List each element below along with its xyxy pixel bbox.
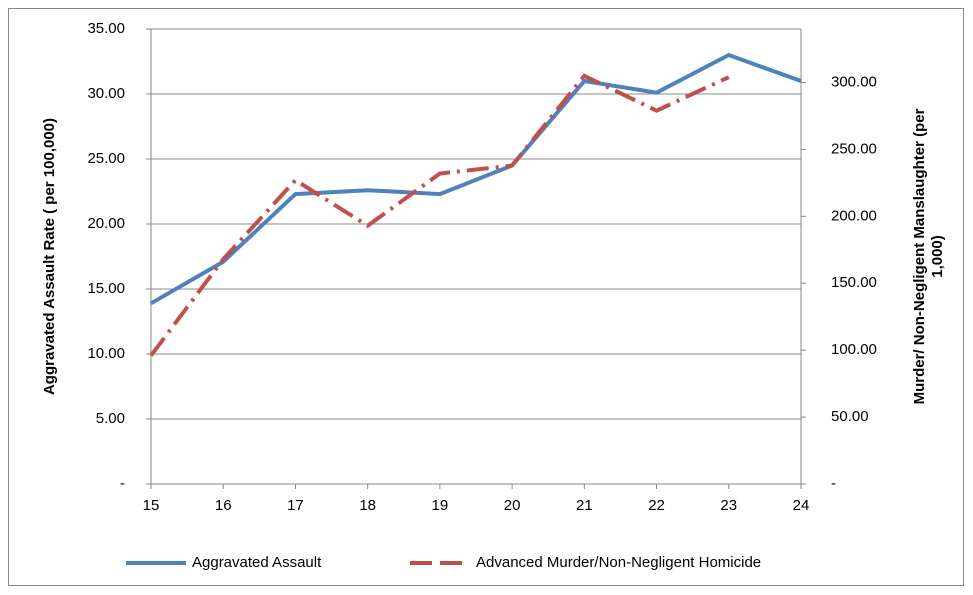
legend-label: Advanced Murder/Non-Negligent Homicide bbox=[476, 554, 761, 571]
x-tick-label: 19 bbox=[432, 497, 449, 514]
y2-axis-title: Murder/ Non-Negligent Manslaughter (per bbox=[911, 108, 928, 404]
series-line bbox=[150, 52, 802, 306]
x-tick-label: 23 bbox=[720, 497, 737, 514]
chart-frame bbox=[8, 8, 964, 586]
x-tick-label: 24 bbox=[793, 497, 810, 514]
y-tick-label: - bbox=[120, 475, 125, 492]
y-tick-label: 5.00 bbox=[96, 410, 125, 427]
y-tick-label: 15.00 bbox=[87, 280, 125, 297]
x-tick-label: 20 bbox=[504, 497, 521, 514]
y-axis-title: Aggravated Assault Rate ( per 100,000) bbox=[41, 118, 58, 395]
y-tick-label: 20.00 bbox=[87, 215, 125, 232]
x-tick-label: 21 bbox=[576, 497, 593, 514]
y2-tick-label: 200.00 bbox=[831, 207, 877, 224]
y2-tick-label: 100.00 bbox=[831, 341, 877, 358]
y2-tick-label: 150.00 bbox=[831, 274, 877, 291]
x-tick-label: 15 bbox=[143, 497, 160, 514]
series-line bbox=[149, 73, 730, 357]
y-tick-label: 35.00 bbox=[87, 20, 125, 37]
y2-axis-title: 1,000) bbox=[929, 235, 946, 278]
y2-tick-label: 250.00 bbox=[831, 140, 877, 157]
y-tick-label: 10.00 bbox=[87, 345, 125, 362]
x-tick-label: 18 bbox=[359, 497, 376, 514]
x-tick-label: 22 bbox=[648, 497, 665, 514]
x-tick-label: 17 bbox=[287, 497, 304, 514]
y-tick-label: 25.00 bbox=[87, 150, 125, 167]
y2-tick-label: 300.00 bbox=[831, 73, 877, 90]
y2-tick-label: - bbox=[831, 475, 836, 492]
x-tick-label: 16 bbox=[215, 497, 232, 514]
y2-tick-label: 50.00 bbox=[831, 408, 869, 425]
legend-label: Aggravated Assault bbox=[192, 554, 322, 571]
y-tick-label: 30.00 bbox=[87, 85, 125, 102]
